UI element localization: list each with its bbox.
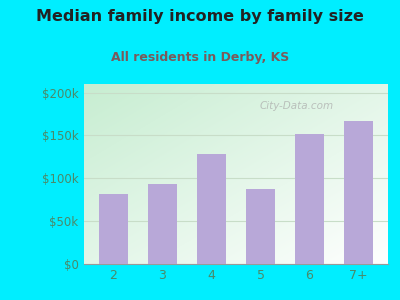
Bar — [99, 194, 128, 264]
Bar — [246, 189, 275, 264]
Bar — [197, 154, 226, 264]
Text: All residents in Derby, KS: All residents in Derby, KS — [111, 51, 289, 64]
Bar — [148, 184, 177, 264]
Bar — [344, 121, 373, 264]
Bar — [295, 134, 324, 264]
Text: Median family income by family size: Median family income by family size — [36, 9, 364, 24]
Text: City-Data.com: City-Data.com — [260, 100, 334, 111]
